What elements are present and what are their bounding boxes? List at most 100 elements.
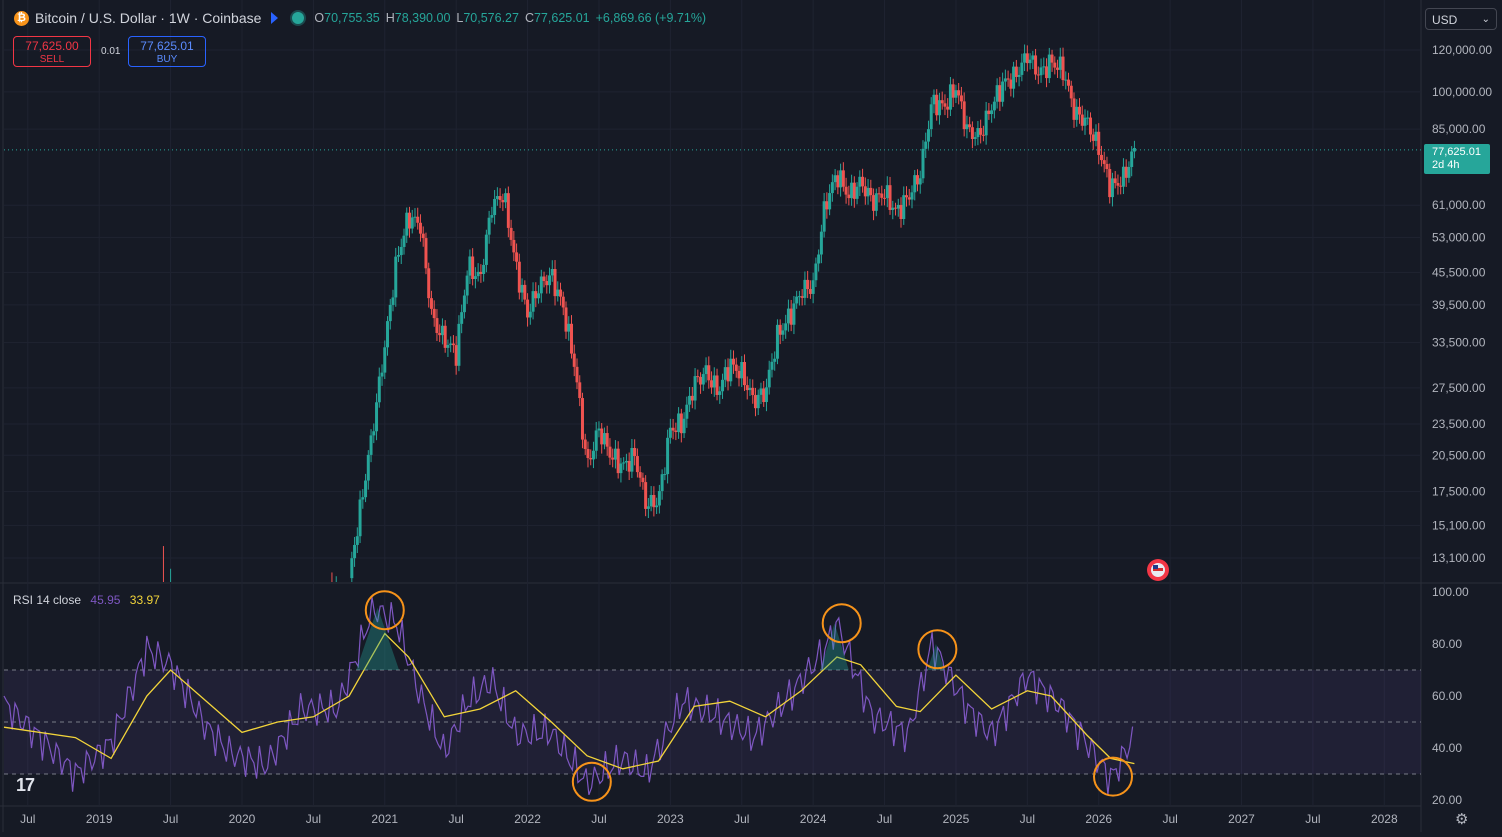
candle-body bbox=[512, 239, 516, 253]
price-tick-label: 85,000.00 bbox=[1432, 122, 1486, 136]
candle-body bbox=[1091, 134, 1095, 141]
rsi-ma-line bbox=[3, 632, 1135, 770]
tradingview-logo-icon[interactable]: 17 bbox=[16, 775, 35, 795]
candle-body bbox=[416, 216, 420, 223]
candle-body bbox=[646, 506, 650, 509]
candle-body bbox=[633, 447, 637, 457]
rsi-value: 45.95 bbox=[90, 593, 121, 607]
candle-body bbox=[984, 110, 988, 136]
candle-body bbox=[556, 289, 560, 297]
candle-body bbox=[613, 448, 617, 460]
x-tick-label: Jul bbox=[1162, 812, 1177, 826]
annotation-circle bbox=[364, 590, 405, 631]
flag-icon[interactable] bbox=[271, 12, 279, 24]
candle-body bbox=[350, 558, 354, 579]
gear-icon[interactable]: ⚙ bbox=[1455, 811, 1469, 828]
last-price-label: 77,625.01 2d 4h bbox=[1424, 144, 1490, 174]
candle-body bbox=[427, 268, 431, 299]
candle-body bbox=[407, 212, 411, 229]
candle-body bbox=[682, 418, 686, 434]
price-tick-label: 13,100.00 bbox=[1432, 551, 1486, 565]
candle-body bbox=[413, 216, 417, 218]
candle-body bbox=[635, 456, 639, 473]
candle-body bbox=[929, 104, 933, 130]
candle-body bbox=[742, 362, 746, 386]
buy-button[interactable]: 77,625.01 BUY bbox=[128, 36, 206, 67]
candle-body bbox=[421, 233, 425, 239]
candle-body bbox=[1088, 117, 1092, 135]
candle-body bbox=[786, 308, 790, 324]
buy-label: BUY bbox=[156, 54, 178, 65]
candle-body bbox=[1061, 56, 1065, 81]
candle-body bbox=[995, 85, 999, 102]
us-flag-event-icon[interactable] bbox=[1147, 559, 1169, 581]
x-tick-label: Jul bbox=[1020, 812, 1035, 826]
symbol-title[interactable]: Bitcoin / U.S. Dollar · 1W · Coinbase bbox=[35, 10, 262, 26]
sell-button[interactable]: 77,625.00 SELL bbox=[13, 36, 91, 67]
candle-body bbox=[589, 458, 593, 460]
candle-body bbox=[386, 321, 390, 348]
annotation-circle bbox=[1093, 756, 1134, 797]
candle-body bbox=[399, 246, 403, 256]
candle-body bbox=[979, 128, 983, 135]
candle-body bbox=[660, 474, 664, 492]
candle-body bbox=[1116, 183, 1120, 186]
candle-body bbox=[737, 370, 741, 379]
candle-body bbox=[1130, 151, 1134, 167]
candle-body bbox=[701, 374, 705, 385]
candle-body bbox=[891, 207, 895, 210]
rsi-legend[interactable]: RSI 14 close 45.95 33.97 bbox=[13, 593, 160, 607]
candle-body bbox=[1031, 55, 1035, 60]
candle-body bbox=[753, 395, 757, 409]
candle-body bbox=[726, 367, 730, 382]
candle-body bbox=[1039, 67, 1043, 76]
candle-body bbox=[883, 197, 887, 199]
candle-body bbox=[847, 194, 851, 199]
x-tick-label: Jul bbox=[734, 812, 749, 826]
candle-body bbox=[954, 90, 958, 98]
candle-body bbox=[1094, 131, 1098, 141]
candle-body bbox=[998, 85, 1002, 102]
candle-body bbox=[446, 344, 450, 348]
candle-body bbox=[1097, 131, 1101, 155]
candle-body bbox=[487, 217, 491, 235]
candle-body bbox=[910, 192, 914, 200]
price-tick-label: 100,000.00 bbox=[1432, 85, 1492, 99]
candle-body bbox=[987, 110, 991, 115]
x-tick-label: Jul bbox=[591, 812, 606, 826]
rsi-line bbox=[3, 597, 1134, 796]
ohlc-low: L70,576.27 bbox=[456, 11, 519, 25]
candle-body bbox=[663, 474, 667, 476]
candle-body bbox=[913, 175, 917, 193]
candle-body bbox=[641, 477, 645, 483]
candle-body bbox=[605, 433, 609, 447]
x-tick-label: Jul bbox=[20, 812, 35, 826]
candle-body bbox=[1028, 59, 1032, 64]
candle-body bbox=[811, 280, 815, 294]
candle-body bbox=[704, 365, 708, 375]
candle-body bbox=[369, 435, 373, 455]
candle-body bbox=[965, 124, 969, 130]
candle-body bbox=[567, 323, 571, 332]
candle-body bbox=[710, 380, 714, 388]
currency-select[interactable]: USD ⌄ bbox=[1425, 8, 1497, 30]
candle-body bbox=[1121, 166, 1125, 187]
candle-body bbox=[545, 281, 549, 286]
candle-body bbox=[825, 201, 829, 210]
candle-body bbox=[962, 101, 966, 130]
candle-body bbox=[482, 264, 486, 274]
candle-body bbox=[537, 293, 541, 299]
candle-body bbox=[721, 379, 725, 392]
candle-body bbox=[608, 446, 612, 458]
price-tick-label: 15,100.00 bbox=[1432, 518, 1486, 532]
candle-body bbox=[940, 100, 944, 104]
x-tick-label: Jul bbox=[448, 812, 463, 826]
candle-body bbox=[833, 175, 837, 183]
candle-body bbox=[784, 323, 788, 331]
candle-body bbox=[561, 296, 565, 308]
sell-label: SELL bbox=[39, 54, 65, 65]
candle-body bbox=[493, 198, 497, 216]
ohlc-close: C77,625.01 bbox=[524, 11, 590, 25]
